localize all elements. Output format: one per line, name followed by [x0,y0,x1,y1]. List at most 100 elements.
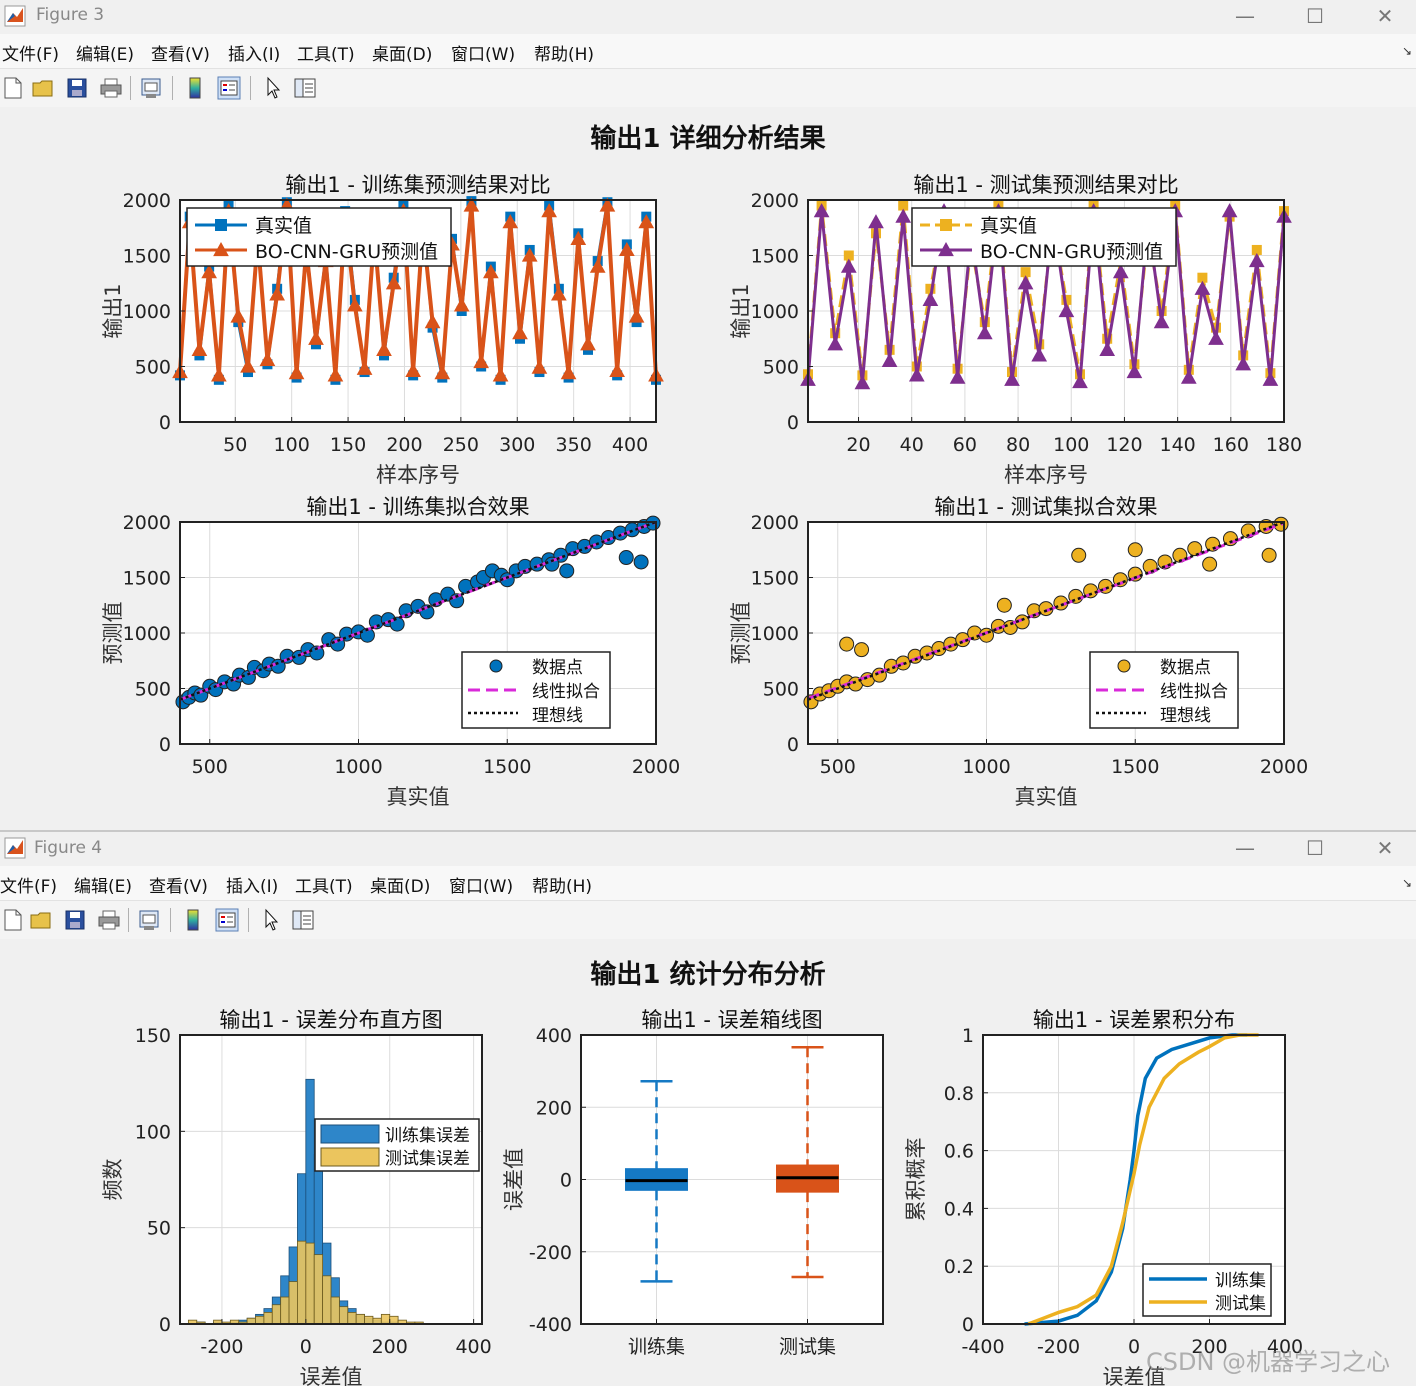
marker-pred [531,359,548,374]
marker-pred [922,291,939,306]
legend-marker [213,241,229,257]
property-editor-icon[interactable] [290,907,316,933]
save-icon[interactable] [62,907,88,933]
new-file-icon[interactable] [0,907,26,933]
hist-bar-test [389,1315,399,1325]
hist-bar-test [305,1242,315,1325]
y-tick-label: 2000 [123,512,171,534]
marker-pred [191,341,208,356]
marker-pred [473,354,489,369]
hist-bar-test [313,1254,324,1325]
menu-desktop[interactable]: 桌面(D) [372,45,433,65]
legend-label: 理想线 [1160,706,1211,726]
legend-swatch [320,1124,380,1144]
marker-pred [1153,314,1170,329]
y-tick-label: 0 [787,734,799,756]
axes-test-fit: 500 1000 1500 2000 0 500 1000 1500 2000 输出1 - 测试集… [729,495,1308,809]
print-preview-icon[interactable] [138,75,164,101]
menu-help[interactable]: 帮助(H) [532,877,593,897]
menu-help[interactable]: 帮助(H) [534,45,595,65]
x-axis-label: 误差值 [1103,1365,1166,1386]
x-tick-label: 100 [1053,434,1089,456]
title-bar[interactable]: Figure 3 — ☐ ✕ [0,0,1416,34]
marker-pred [840,258,857,273]
menu-edit[interactable]: 编辑(E) [74,877,133,897]
x-tick-label: 400 [455,1336,491,1358]
y-tick-label: 50 [147,1218,171,1240]
x-tick-label: 140 [1159,434,1195,456]
x-tick-label: 2000 [1260,756,1308,778]
y-tick-label: 1000 [123,623,171,645]
toolbar [0,901,1416,940]
menu-window[interactable]: 窗口(W) [449,877,514,897]
save-icon[interactable] [64,75,90,101]
new-file-icon[interactable] [0,75,26,101]
menu-file[interactable]: 文件(F) [2,45,60,65]
menu-insert[interactable]: 插入(I) [226,877,279,897]
y-tick-label: 1500 [751,568,799,590]
menu-overflow-icon[interactable]: ↘ [1401,44,1412,58]
legend-icon[interactable] [214,907,240,933]
print-icon[interactable] [96,907,122,933]
menu-overflow-icon[interactable]: ↘ [1401,876,1412,890]
legend-label: 数据点 [532,658,583,678]
y-tick-label: -400 [529,1314,572,1336]
print-icon[interactable] [98,75,124,101]
marker-pred [288,365,305,380]
marker-pred [347,297,363,312]
open-folder-icon[interactable] [30,75,56,101]
menu-view[interactable]: 查看(V) [151,45,210,65]
maximize-button[interactable]: ☐ [1306,836,1324,860]
x-tick-label: 1000 [334,756,382,778]
open-folder-icon[interactable] [28,907,54,933]
y-tick-label: 0 [787,412,799,434]
menu-insert[interactable]: 插入(I) [228,45,281,65]
colorbar-icon[interactable] [180,907,206,933]
maximize-button[interactable]: ☐ [1306,4,1324,28]
menu-tools[interactable]: 工具(T) [295,877,353,897]
legend-label: 数据点 [1160,658,1211,678]
y-tick-label: 200 [536,1097,572,1119]
menu-tools[interactable]: 工具(T) [297,45,355,65]
title-bar[interactable]: Figure 4 — ☐ ✕ [0,832,1416,866]
marker-pred [512,325,528,340]
menu-file[interactable]: 文件(F) [0,877,58,897]
close-button[interactable]: ✕ [1376,836,1394,860]
y-axis-label: 累积概率 [904,1138,928,1222]
hist-bar-test [330,1296,340,1325]
close-button[interactable]: ✕ [1376,4,1394,28]
x-tick-label: 40 [900,434,924,456]
marker-true [925,283,936,294]
marker-pred [895,208,912,223]
x-tick-label: 300 [499,434,535,456]
property-editor-icon[interactable] [292,75,318,101]
pointer-icon[interactable] [258,907,284,933]
x-tick-label: 50 [223,434,247,456]
csdn-watermark: CSDN @机器学习之心 [1146,1348,1391,1376]
menu-edit[interactable]: 编辑(E) [76,45,135,65]
marker-true [898,200,909,211]
print-preview-icon[interactable] [136,907,162,933]
y-axis-label: 误差值 [502,1148,526,1211]
legend-label: 测试集 [1215,1294,1266,1314]
menu-view[interactable]: 查看(V) [149,877,208,897]
marker-pred [492,367,509,382]
minimize-button[interactable]: — [1235,836,1255,860]
marker-true [1061,294,1072,305]
pointer-icon[interactable] [260,75,286,101]
legend-icon[interactable] [216,75,242,101]
menu-desktop[interactable]: 桌面(D) [370,877,431,897]
y-tick-label: 500 [763,357,799,379]
colorbar-icon[interactable] [182,75,208,101]
marker-true [1020,267,1031,278]
x-tick-label: 150 [330,434,366,456]
axes-train-pred: 50 100 150 200 250 300 350 400 0 500 1000 1500 2000 输… [101,173,664,487]
minimize-button[interactable]: — [1235,4,1255,28]
marker-true [1251,244,1262,255]
x-tick-label: 400 [1267,1336,1303,1358]
data-point [1261,547,1277,563]
menu-window[interactable]: 窗口(W) [451,45,516,65]
x-tick-label: 100 [274,434,310,456]
